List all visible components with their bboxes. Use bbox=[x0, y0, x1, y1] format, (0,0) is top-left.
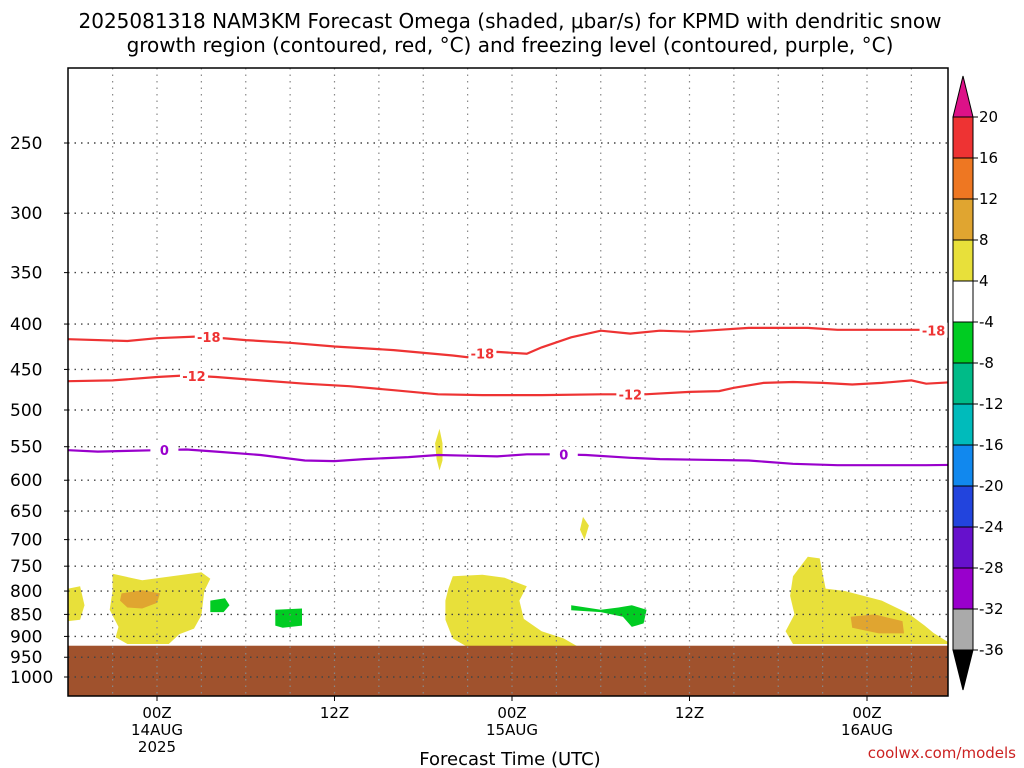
colorbar-box-11 bbox=[952, 567, 974, 610]
contour-label--18-2: -18 bbox=[922, 325, 946, 340]
contour-label-0-1: 0 bbox=[559, 449, 568, 464]
contour-label--12-0: -12 bbox=[182, 370, 206, 385]
contour-label--18-0: -18 bbox=[197, 331, 221, 346]
colorbar-box-8 bbox=[952, 444, 974, 487]
y-tick-label-900: 900 bbox=[10, 627, 42, 647]
omega-region-10 bbox=[571, 605, 647, 627]
contour-label-bg-0-1 bbox=[549, 446, 578, 462]
y-tick-label-450: 450 bbox=[10, 360, 42, 380]
colorbar-label-2: 12 bbox=[979, 190, 998, 208]
y-tick-label-1000: 1000 bbox=[10, 668, 53, 688]
x-tick-label-48-1: 15AUG bbox=[486, 721, 538, 739]
contour-layer bbox=[68, 326, 948, 467]
omega-region-6 bbox=[785, 556, 948, 644]
colorbar-top-arrow bbox=[952, 75, 974, 118]
omega-region-7 bbox=[850, 614, 904, 634]
y-tick-label-350: 350 bbox=[10, 264, 42, 284]
y-tick-label-800: 800 bbox=[10, 582, 42, 602]
terrain-fill bbox=[68, 645, 948, 696]
colorbar-box-0 bbox=[952, 116, 974, 159]
colorbar-box-4 bbox=[952, 280, 974, 323]
omega-region-2 bbox=[120, 590, 160, 609]
contour-label-bg--18-2 bbox=[919, 322, 948, 338]
watermark: coolwx.com/models bbox=[868, 744, 1016, 762]
chart-title-line-1: 2025081318 NAM3KM Forecast Omega (shaded… bbox=[79, 9, 942, 33]
contour-line-0 bbox=[68, 448, 948, 467]
x-tick-label-24-0: 00Z bbox=[142, 704, 171, 722]
colorbar-label-11: -28 bbox=[979, 559, 1004, 577]
omega-shading-layer bbox=[68, 428, 948, 647]
contour-label-bg--18-0 bbox=[194, 328, 223, 344]
contour-label-bg--12-1 bbox=[616, 386, 645, 402]
colorbar-label-4: 4 bbox=[979, 272, 989, 290]
y-tick-label-550: 550 bbox=[10, 438, 42, 458]
omega-region-4 bbox=[435, 428, 443, 471]
colorbar-label-10: -24 bbox=[979, 518, 1004, 536]
y-tick-label-700: 700 bbox=[10, 531, 42, 551]
y-tick-label-950: 950 bbox=[10, 648, 42, 668]
x-tick-label-60-0: 12Z bbox=[675, 704, 704, 722]
chart-title-line-2: growth region (contoured, red, °C) and f… bbox=[127, 33, 894, 57]
grid-layer bbox=[68, 68, 948, 696]
colorbar-label-3: 8 bbox=[979, 231, 989, 249]
colorbar-box-12 bbox=[952, 608, 974, 651]
contour-label-0-0: 0 bbox=[160, 444, 169, 459]
x-tick-label-48-0: 00Z bbox=[497, 704, 526, 722]
colorbar-bottom-arrow bbox=[952, 649, 974, 691]
colorbar-label-6: -8 bbox=[979, 354, 994, 372]
omega-region-0 bbox=[68, 586, 85, 622]
contour-label--18-1: -18 bbox=[471, 348, 495, 363]
x-tick-label-72-1: 16AUG bbox=[841, 721, 893, 739]
plot-frame bbox=[67, 67, 949, 697]
x-tick-label-72-0: 00Z bbox=[852, 704, 881, 722]
colorbar: 20 16 12 8 4 -4 -8 -12 -16 -20 -24 -28 -32 -36 bbox=[952, 75, 1004, 691]
y-tick-label-750: 750 bbox=[10, 557, 42, 577]
x-axis-label: Forecast Time (UTC) bbox=[419, 749, 600, 768]
contour-label-bg-0-0 bbox=[150, 442, 179, 458]
contour-label--12-1: -12 bbox=[619, 388, 643, 403]
x-tick-label-24-1: 14AUG bbox=[131, 721, 183, 739]
colorbar-label-9: -20 bbox=[979, 477, 1004, 495]
colorbar-box-2 bbox=[952, 198, 974, 241]
colorbar-box-10 bbox=[952, 526, 974, 569]
contour-line--18 bbox=[68, 326, 948, 359]
colorbar-box-1 bbox=[952, 157, 974, 200]
colorbar-label-0: 20 bbox=[979, 108, 998, 126]
colorbar-label-7: -12 bbox=[979, 395, 1004, 413]
y-tick-label-650: 650 bbox=[10, 502, 42, 522]
contour-line--12 bbox=[68, 374, 948, 397]
colorbar-label-12: -32 bbox=[979, 600, 1004, 618]
y-tick-label-500: 500 bbox=[10, 401, 42, 421]
contour-label-bg--18-1 bbox=[468, 345, 497, 361]
colorbar-label-8: -16 bbox=[979, 436, 1004, 454]
y-tick-label-300: 300 bbox=[10, 204, 42, 224]
contour-label-bg--12-0 bbox=[179, 367, 208, 383]
colorbar-box-9 bbox=[952, 485, 974, 528]
omega-region-5 bbox=[580, 516, 589, 540]
omega-region-1 bbox=[109, 572, 211, 644]
omega-region-8 bbox=[210, 598, 230, 613]
colorbar-label-5: -4 bbox=[979, 313, 994, 331]
colorbar-label-13: -36 bbox=[979, 641, 1004, 659]
y-tick-label-850: 850 bbox=[10, 605, 42, 625]
colorbar-box-5 bbox=[952, 321, 974, 364]
y-axis: 2503003504004505005506006507007508008509… bbox=[10, 134, 68, 688]
y-tick-label-600: 600 bbox=[10, 471, 42, 491]
x-tick-label-36-0: 12Z bbox=[320, 704, 349, 722]
terrain-layer bbox=[68, 645, 948, 696]
contour-labels: -18 -18 -18 -12 -12 0 0 bbox=[150, 322, 948, 464]
colorbar-box-6 bbox=[952, 362, 974, 405]
colorbar-box-3 bbox=[952, 239, 974, 282]
omega-region-3 bbox=[445, 574, 579, 647]
omega-region-9 bbox=[275, 608, 302, 628]
x-tick-label-24-2: 2025 bbox=[138, 738, 176, 756]
colorbar-label-1: 16 bbox=[979, 149, 998, 167]
y-tick-label-400: 400 bbox=[10, 315, 42, 335]
y-tick-label-250: 250 bbox=[10, 134, 42, 154]
colorbar-box-7 bbox=[952, 403, 974, 446]
